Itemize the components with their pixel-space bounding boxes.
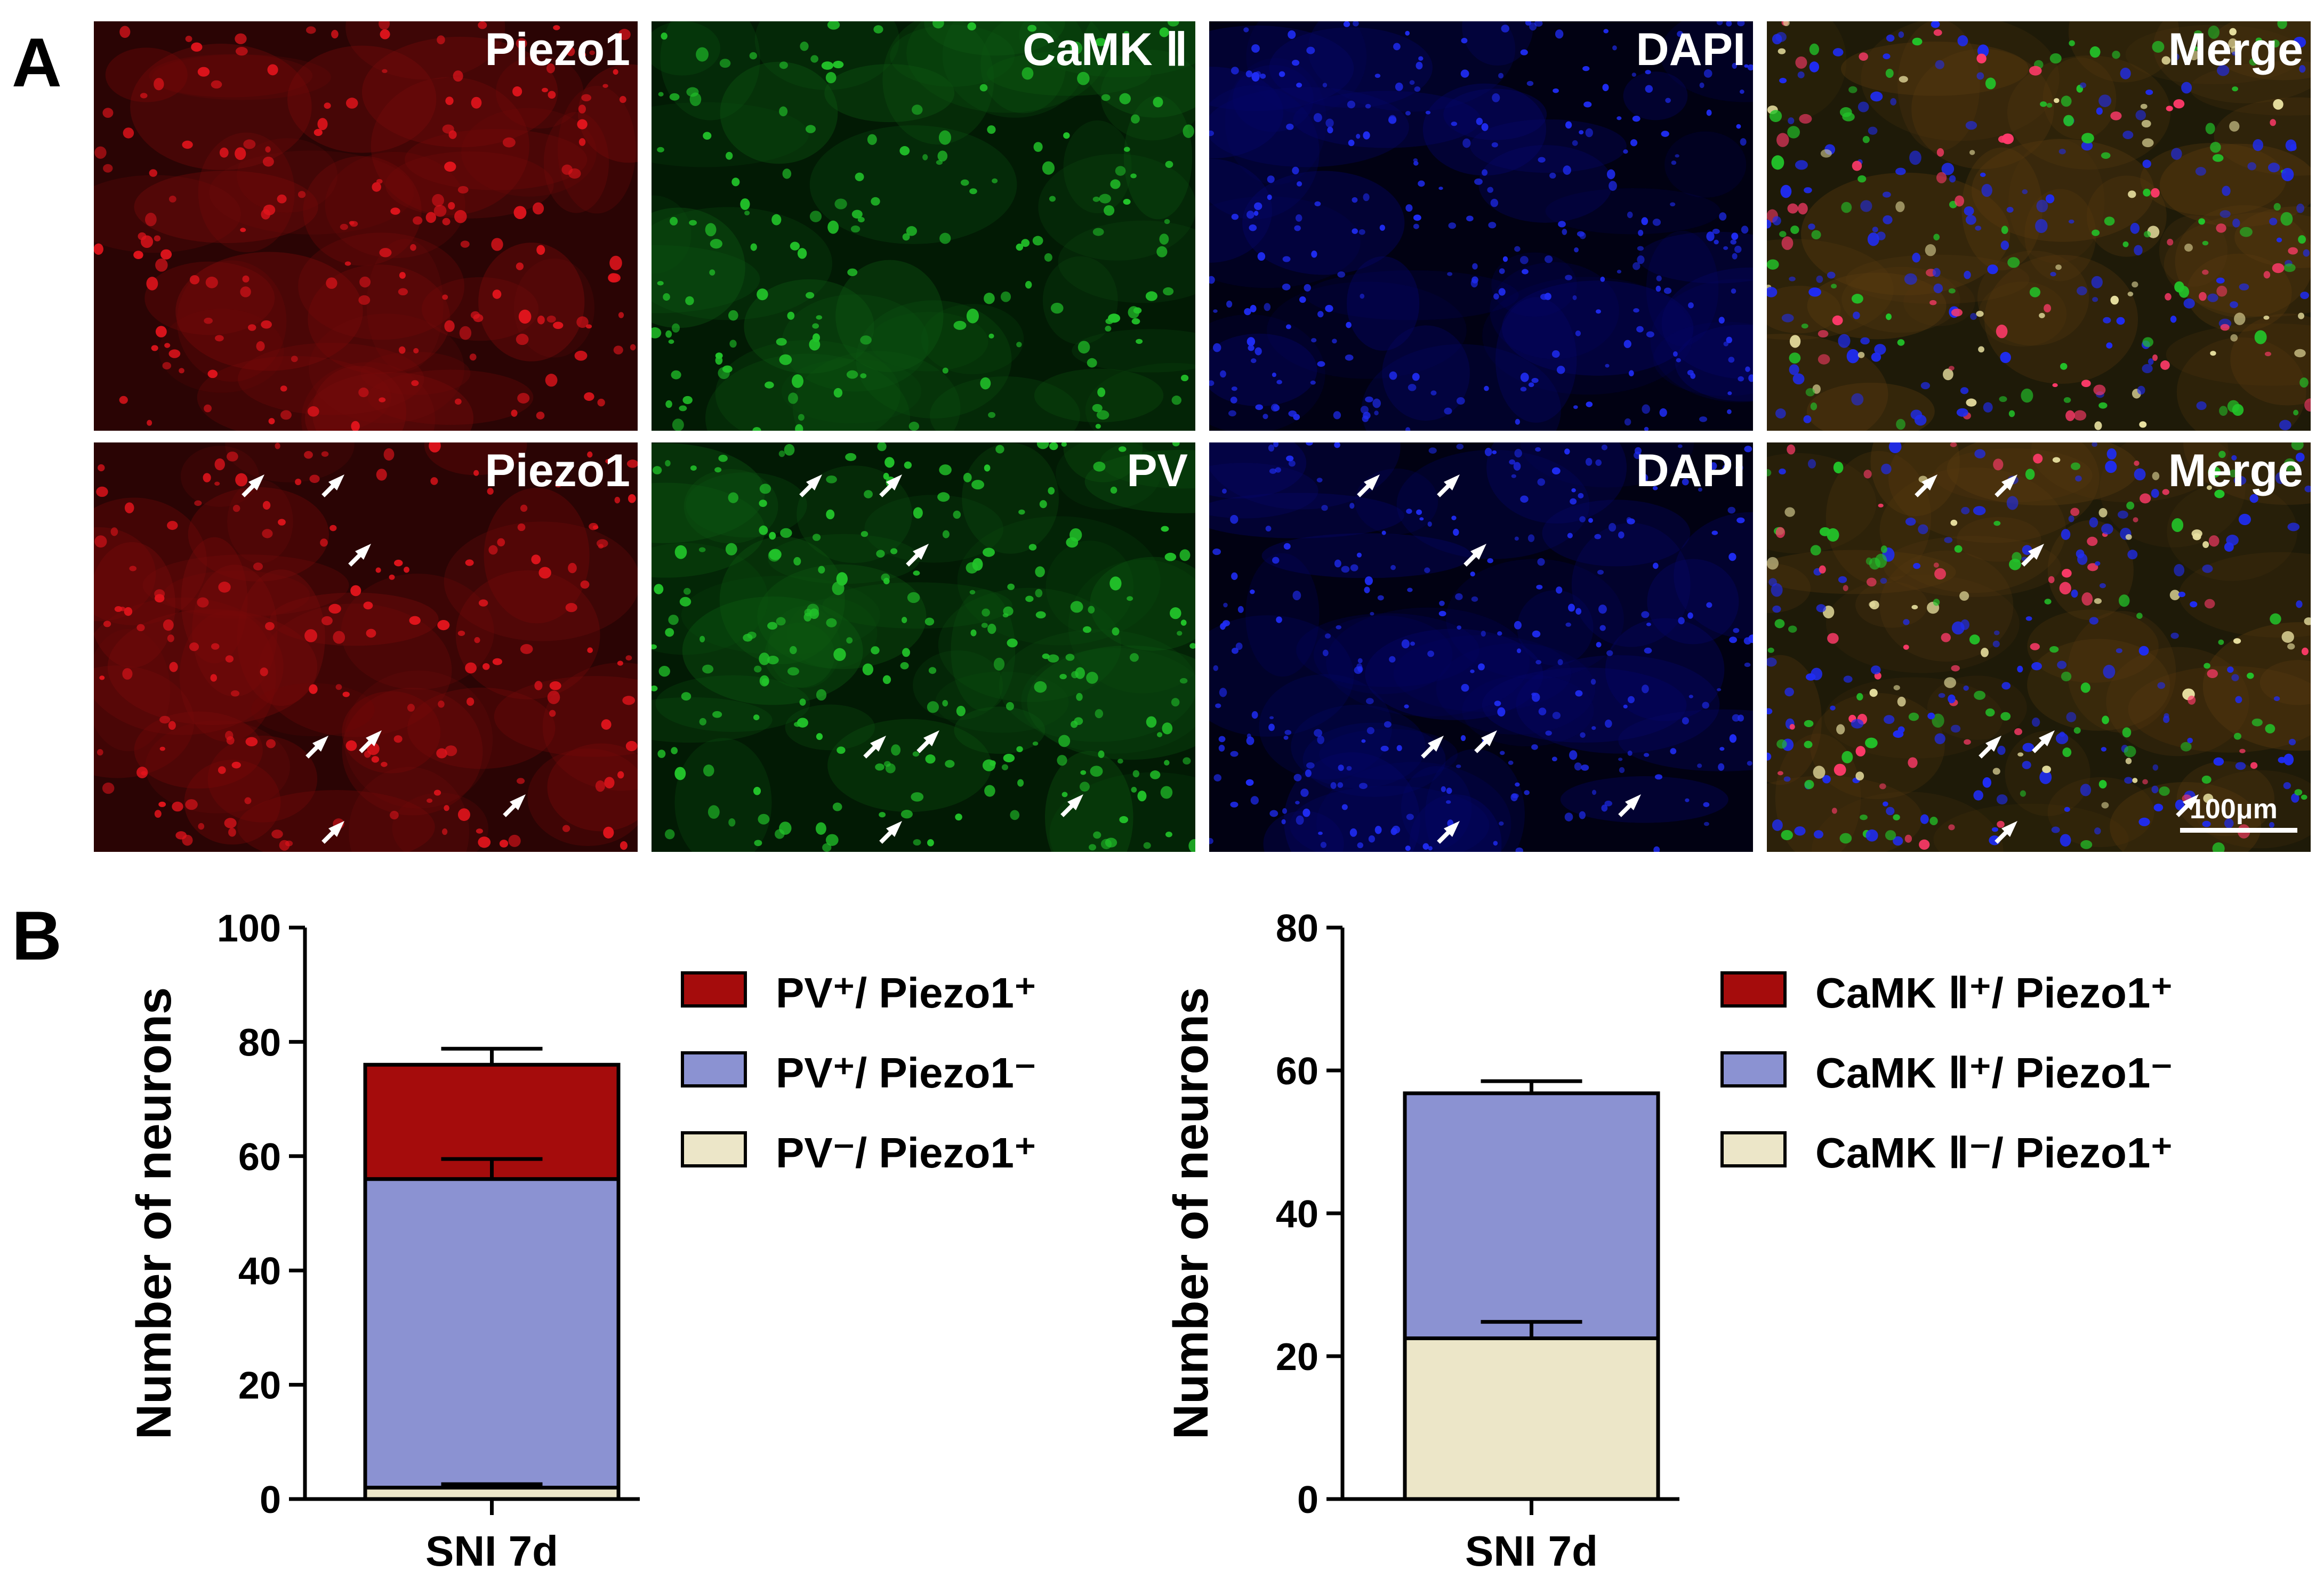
scale-bar-line bbox=[2180, 828, 2297, 833]
arrow-marker bbox=[503, 794, 526, 817]
arrow-marker bbox=[1357, 474, 1380, 497]
tile-label: Piezo1 bbox=[485, 24, 630, 75]
arrow-marker bbox=[906, 544, 929, 567]
arrow-marker bbox=[242, 474, 264, 497]
y-tick-label: 0 bbox=[1297, 1479, 1318, 1521]
legend-swatch bbox=[681, 971, 747, 1008]
y-tick-label: 80 bbox=[1276, 907, 1318, 950]
legend-label: PV⁻/ Piezo1⁺ bbox=[776, 1129, 1036, 1177]
arrow-marker bbox=[1979, 736, 2001, 759]
y-tick-label: 0 bbox=[260, 1479, 281, 1521]
panel-label-a: A bbox=[12, 23, 62, 101]
arrow-marker bbox=[879, 474, 902, 497]
error-bar bbox=[441, 1482, 543, 1488]
micrograph-tile-pv: PV bbox=[652, 442, 1195, 852]
tile-label: Merge bbox=[2168, 445, 2303, 496]
tile-label: DAPI bbox=[1636, 445, 1746, 496]
y-tick-label: 20 bbox=[238, 1365, 281, 1407]
y-tick-label: 40 bbox=[238, 1250, 281, 1293]
arrow-marker bbox=[1437, 474, 1460, 497]
x-tick-label: SNI 7d bbox=[425, 1527, 558, 1575]
arrow-marker bbox=[321, 474, 344, 497]
micrograph-image bbox=[1767, 442, 2311, 852]
scale-bar-label: 100μm bbox=[2190, 794, 2278, 825]
arrow-marker bbox=[1915, 474, 1937, 497]
error-bar bbox=[1481, 1320, 1582, 1339]
error-bar bbox=[441, 1046, 543, 1065]
y-tick-label: 80 bbox=[238, 1021, 281, 1064]
micrograph-image bbox=[94, 21, 638, 431]
arrow-marker bbox=[359, 730, 382, 753]
micrograph-image bbox=[1209, 442, 1753, 852]
legend-swatch bbox=[681, 1131, 747, 1167]
y-tick-label: 60 bbox=[1276, 1050, 1318, 1093]
legend-swatch bbox=[681, 1051, 747, 1088]
tile-label: Merge bbox=[2168, 24, 2303, 75]
legend-swatch bbox=[1720, 1051, 1787, 1088]
y-tick-label: 40 bbox=[1276, 1193, 1318, 1236]
arrow-marker bbox=[916, 730, 939, 753]
tile-label: PV bbox=[1127, 445, 1188, 496]
scale-bar: 100μm bbox=[2180, 794, 2297, 833]
micrograph-image bbox=[652, 442, 1195, 852]
bar-segment bbox=[363, 1177, 621, 1490]
arrow-marker bbox=[879, 821, 902, 844]
arrow-marker bbox=[2032, 730, 2055, 753]
arrow-marker bbox=[1463, 544, 1486, 567]
micrograph-tile-merge-row2: Merge 100μm bbox=[1767, 442, 2311, 852]
legend-label: PV⁺/ Piezo1⁻ bbox=[776, 1049, 1036, 1097]
micrograph-tile-camkii: CaMK Ⅱ bbox=[652, 21, 1195, 431]
legend-label: CaMK Ⅱ⁻/ Piezo1⁺ bbox=[1815, 1129, 2173, 1177]
x-tick-label: SNI 7d bbox=[1465, 1527, 1598, 1575]
arrow-marker bbox=[799, 474, 822, 497]
legend-swatch bbox=[1720, 971, 1787, 1008]
arrow-marker bbox=[1995, 474, 2017, 497]
tile-label: DAPI bbox=[1636, 24, 1746, 75]
error-bar bbox=[441, 1157, 543, 1179]
arrow-marker bbox=[321, 821, 344, 844]
arrow-marker bbox=[305, 736, 328, 759]
arrow-marker bbox=[1421, 736, 1444, 759]
y-tick-label: 60 bbox=[238, 1136, 281, 1179]
chart-camkii-piezo1-svg: Number of neurons 0 20 40 60 80 SNI 7d CaMK Ⅱ⁺/… bbox=[1164, 907, 2173, 1575]
micrograph-image bbox=[1209, 21, 1753, 431]
arrow-marker bbox=[863, 736, 886, 759]
micrograph-tile-dapi-row1: DAPI bbox=[1209, 21, 1753, 431]
micrograph-tile-dapi-row2: DAPI bbox=[1209, 442, 1753, 852]
y-axis-label: Number of neurons bbox=[1164, 987, 1218, 1439]
error-bar bbox=[1481, 1079, 1582, 1093]
arrow-marker bbox=[1618, 794, 1641, 817]
arrow-marker bbox=[2176, 794, 2199, 817]
tile-label: Piezo1 bbox=[485, 445, 630, 496]
arrow-marker bbox=[1995, 821, 2017, 844]
micrograph-image bbox=[94, 442, 638, 852]
legend-label: CaMK Ⅱ⁺/ Piezo1⁺ bbox=[1815, 969, 2173, 1017]
panel-label-b: B bbox=[12, 897, 62, 974]
micrograph-image bbox=[1767, 21, 2311, 431]
micrograph-image bbox=[652, 21, 1195, 431]
arrow-marker bbox=[1474, 730, 1497, 753]
micrograph-tile-piezo1-row2: Piezo1 bbox=[94, 442, 638, 852]
chart-pv-piezo1: Number of neurons 0 20 40 60 80 100 SNI 7d PV⁺/ … bbox=[0, 896, 1162, 1589]
chart-pv-piezo1-svg: Number of neurons 0 20 40 60 80 100 SNI 7d PV⁺/ … bbox=[127, 907, 1036, 1575]
bar-segment bbox=[1403, 1336, 1660, 1501]
arrow-marker bbox=[2021, 544, 2044, 567]
arrow-marker bbox=[348, 544, 371, 567]
arrow-marker bbox=[1437, 821, 1460, 844]
legend-label: PV⁺/ Piezo1⁺ bbox=[776, 969, 1036, 1017]
tile-label: CaMK Ⅱ bbox=[1023, 24, 1188, 75]
legend-label: CaMK Ⅱ⁺/ Piezo1⁻ bbox=[1815, 1049, 2173, 1097]
y-tick-label: 100 bbox=[217, 907, 281, 950]
y-axis-label: Number of neurons bbox=[127, 987, 181, 1439]
bar-segment bbox=[1403, 1091, 1660, 1340]
micrograph-tile-merge-row1: Merge bbox=[1767, 21, 2311, 431]
micrograph-tile-piezo1-row1: Piezo1 bbox=[94, 21, 638, 431]
chart-camkii-piezo1: Number of neurons 0 20 40 60 80 SNI 7d CaMK Ⅱ⁺/… bbox=[1162, 896, 2319, 1589]
arrow-marker bbox=[1060, 794, 1083, 817]
legend-swatch bbox=[1720, 1131, 1787, 1167]
y-tick-label: 20 bbox=[1276, 1336, 1318, 1379]
